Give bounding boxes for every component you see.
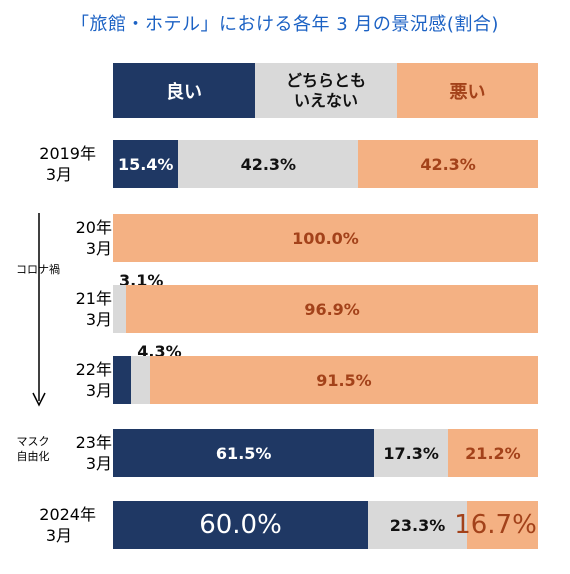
bar-segment-neutral: 42.3% xyxy=(178,140,359,188)
row-label: 2024年 3月 xyxy=(18,504,96,546)
bar-segment-good: 15.4% xyxy=(113,140,179,188)
row-label-month: 3月 xyxy=(45,165,72,184)
row-label-year: 2024年 xyxy=(39,505,96,524)
legend-good: 良い xyxy=(113,63,255,118)
legend-bad: 悪い xyxy=(397,63,538,118)
row-label-month: 3月 xyxy=(85,381,112,400)
value-label: 15.4% xyxy=(117,154,174,174)
covid-period-arrow xyxy=(32,213,46,407)
row-label: 21年 3月 xyxy=(50,288,112,330)
value-label: 61.5% xyxy=(215,443,272,463)
covid-annotation: コロナ禍 xyxy=(16,263,60,276)
stacked-bar: 96.9% xyxy=(113,285,538,333)
value-label: 60.0% xyxy=(199,510,282,540)
bar-segment-bad: 91.5% xyxy=(149,356,539,404)
bar-segment-bad: 100.0% xyxy=(113,214,538,262)
bar-segment-good: 60.0% xyxy=(113,501,368,549)
value-label: 17.3% xyxy=(383,443,439,463)
bar-segment-bad: 96.9% xyxy=(126,285,538,333)
bar-segment-bad: 42.3% xyxy=(358,140,538,188)
row-label: 23年 3月 xyxy=(50,432,112,474)
bar-segment-bad: 16.7% xyxy=(454,501,538,549)
legend: 良い どちらとも いえない 悪い xyxy=(113,63,538,118)
row-label-month: 3月 xyxy=(85,239,112,258)
bar-segment-good: 61.5% xyxy=(113,429,375,477)
value-label: 21.2% xyxy=(465,443,521,463)
row-label-month: 3月 xyxy=(85,454,112,473)
row-label-year: 21年 xyxy=(75,289,112,308)
legend-neutral-line1: どちらとも xyxy=(285,70,366,90)
mask-annotation-line1: マスク xyxy=(16,435,50,448)
mask-annotation-line2: 自由化 xyxy=(16,450,50,463)
bar-segment-neutral xyxy=(131,356,150,404)
legend-neutral-line2: いえない xyxy=(293,90,358,110)
stacked-bar: 61.5% 17.3% 21.2% xyxy=(113,429,538,477)
row-label-year: 20年 xyxy=(75,218,112,237)
row-label-year: 2019年 xyxy=(39,144,96,163)
stacked-bar: 15.4% 42.3% 42.3% xyxy=(113,140,538,188)
row-label: 2019年 3月 xyxy=(18,143,96,185)
value-label: 23.3% xyxy=(389,515,446,535)
chart-title: 「旅館・ホテル」における各年 3 月の景況感(割合) xyxy=(71,14,499,35)
row-label: 20年 3月 xyxy=(50,217,112,259)
value-label: 100.0% xyxy=(292,228,359,248)
bar-segment-good xyxy=(113,356,132,404)
row-label-year: 22年 xyxy=(75,360,112,379)
value-label: 42.3% xyxy=(420,154,476,174)
bar-segment-bad: 21.2% xyxy=(447,429,538,477)
legend-neutral: どちらとも いえない xyxy=(255,63,397,118)
stacked-bar: 91.5% xyxy=(113,356,539,404)
row-label: 22年 3月 xyxy=(50,359,112,401)
value-label: 42.3% xyxy=(240,154,297,174)
row-label-year: 23年 xyxy=(75,433,112,452)
value-label: 96.9% xyxy=(304,299,360,319)
bar-segment-neutral: 17.3% xyxy=(374,429,448,477)
value-label: 91.5% xyxy=(316,370,372,390)
mask-annotation: マスク 自由化 xyxy=(10,434,56,464)
value-label: 16.7% xyxy=(454,510,537,540)
row-label-month: 3月 xyxy=(45,526,72,545)
stacked-bar: 100.0% xyxy=(113,214,538,262)
bar-segment-neutral: 23.3% xyxy=(368,501,468,549)
stacked-bar: 60.0% 23.3% 16.7% xyxy=(113,501,538,549)
bar-segment-neutral xyxy=(113,285,127,333)
row-label-month: 3月 xyxy=(85,310,112,329)
